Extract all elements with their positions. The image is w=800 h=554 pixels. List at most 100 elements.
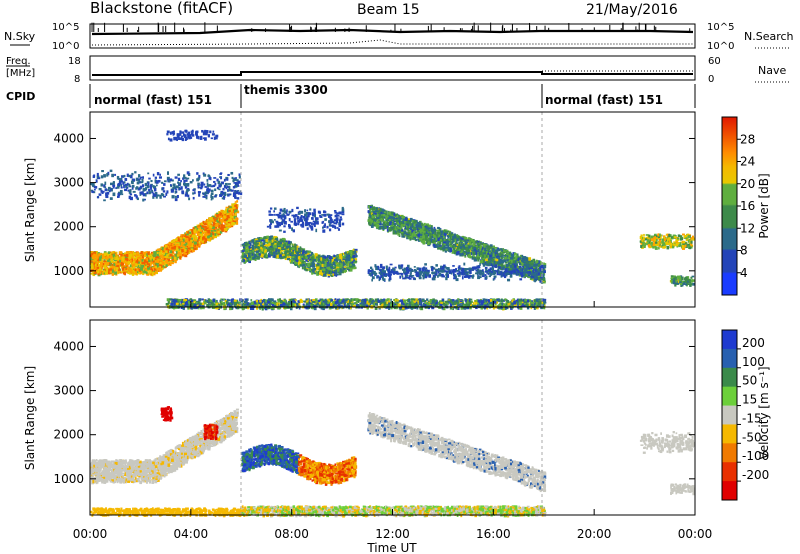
power-echo [135,195,138,199]
power-echo [129,251,134,255]
power-echo [153,253,157,258]
power-echo [224,216,228,219]
power-echo [138,269,142,272]
power-echo [108,256,112,259]
power-echo [114,271,117,275]
power-echo [166,130,170,134]
power-echo [347,260,350,264]
power-echo [208,228,211,230]
power-echo [333,267,337,269]
power-echo [196,239,200,241]
power-echo [341,210,345,214]
power-echo [131,269,134,274]
power-echo [291,247,295,250]
power-echo [306,256,308,260]
power-echo [243,248,246,250]
power-echo [230,217,233,220]
power-echo [196,230,199,235]
power-echo [288,210,292,213]
power-echo [260,237,263,240]
power-echo [306,263,309,266]
power-echo [282,253,286,256]
power-echo [137,255,140,258]
power-echo [206,189,209,192]
power-echo [317,261,320,264]
power-echo [493,246,496,249]
power-echo [319,270,322,273]
power-echo [218,188,221,191]
power-echo [224,213,227,216]
power-echo [120,191,123,194]
power-echo [186,183,190,187]
power-echo [287,258,290,261]
power-echo [148,188,151,192]
power-echo [214,234,217,239]
power-echo [346,266,349,269]
power-echo [266,246,269,249]
power-echo [187,194,190,198]
power-echo [145,268,148,271]
power-echo [179,250,182,253]
power-echo [282,209,286,213]
power-echo [176,138,178,141]
power-echo [120,262,123,266]
power-echo [415,231,418,234]
power-echo [179,244,182,247]
power-echo [177,254,180,257]
power-echo [114,173,117,176]
power-echo [182,243,185,246]
power-echo [137,258,140,262]
noise-tick-bottom-right: 10^0 [707,41,734,52]
power-echo [244,243,248,246]
power-echo [125,268,128,270]
power-echo [124,252,127,256]
power-echo [190,240,194,243]
power-echo [312,213,316,217]
power-echo [96,263,98,268]
power-echo [101,170,104,173]
power-echo [192,196,195,200]
power-echo [155,180,159,184]
power-echo [327,274,331,277]
power-echo [283,238,286,242]
power-echo [147,172,150,175]
power-echo [151,268,154,272]
power-echo [225,208,229,211]
power-echo [119,251,123,254]
power-echo [197,191,201,194]
power-echo [304,213,307,216]
power-echo [354,260,358,263]
power-echo [120,180,123,183]
power-echo [316,266,320,269]
power-echo [111,269,114,273]
power-echo [218,224,221,228]
freq-tick-top: 18 [68,56,81,67]
power-echo [174,254,177,257]
power-echo [283,215,287,219]
power-echo [308,262,311,267]
power-echo [279,208,283,212]
power-echo [139,191,142,195]
power-echo [180,180,182,183]
power-echo [124,178,128,181]
power-echo [194,238,198,242]
power-echo [291,243,294,246]
power-echo [226,193,229,196]
power-echo [143,198,146,201]
power-echo [308,267,312,271]
power-echo [169,178,173,182]
power-echo [163,253,167,258]
power-echo [103,259,106,262]
power-echo [200,181,204,185]
power-echo [92,272,96,277]
power-echo [203,183,206,186]
power-echo [306,209,309,212]
power-echo [115,262,119,267]
power-echo [237,192,241,195]
power-echo [280,221,283,225]
power-echo [191,131,194,136]
power-echo [112,253,116,257]
power-echo [289,248,292,253]
power-echo [300,214,303,218]
power-echo [143,259,147,263]
